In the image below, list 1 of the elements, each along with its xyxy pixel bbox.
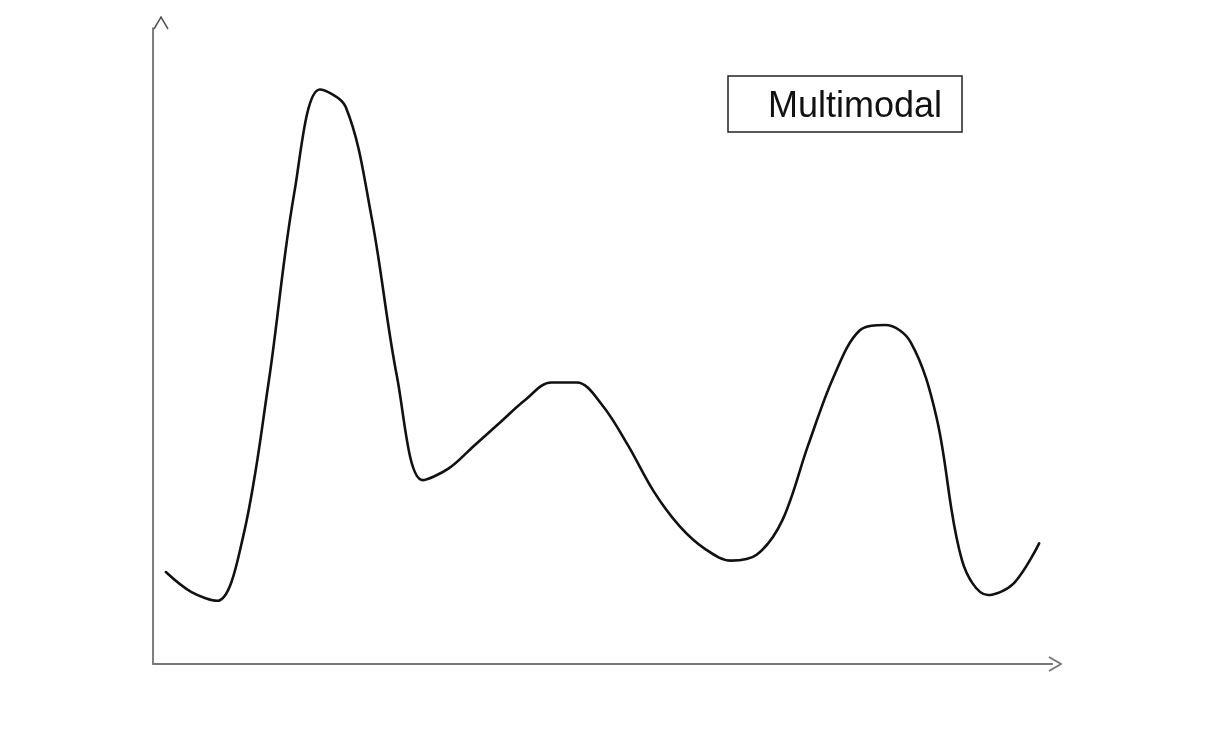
chart-title: Multimodal [768, 83, 943, 125]
